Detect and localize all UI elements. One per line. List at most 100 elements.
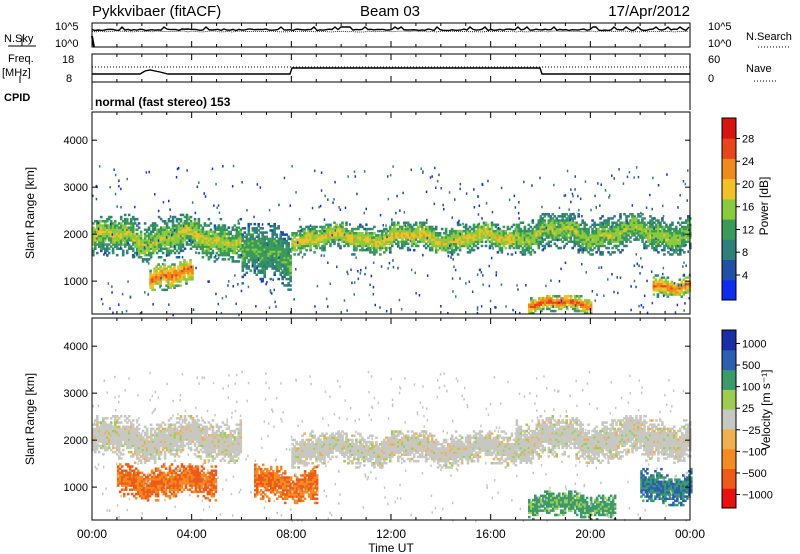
heatmap-cell: [605, 223, 608, 227]
heatmap-cell: [514, 206, 517, 209]
heatmap-cell: [159, 232, 163, 236]
heatmap-cell: [510, 242, 514, 246]
heatmap-cell: [123, 224, 127, 227]
heatmap-cell: [357, 270, 359, 273]
heatmap-cell: [527, 223, 531, 227]
heatmap-cell: [221, 245, 225, 248]
heatmap-cell: [217, 204, 220, 207]
heatmap-cell: [229, 245, 233, 248]
heatmap-cell: [269, 246, 272, 249]
heatmap-cell: [395, 236, 398, 239]
heatmap-cell: [329, 234, 332, 237]
heatmap-cell: [563, 223, 566, 227]
heatmap-cell: [320, 171, 323, 174]
heatmap-cell: [253, 260, 257, 264]
heatmap-cell: [104, 239, 107, 242]
heatmap-cell: [149, 269, 152, 273]
heatmap-cell: [683, 273, 685, 277]
heatmap-cell: [484, 229, 488, 233]
heatmap-cell: [515, 244, 519, 248]
heatmap-cell: [92, 249, 95, 253]
heatmap-cell: [355, 248, 358, 252]
heatmap-cell: [454, 198, 456, 201]
heatmap-cell: [281, 241, 284, 245]
heatmap-cell: [221, 251, 225, 255]
heatmap-cell: [557, 238, 560, 241]
heatmap-cell: [229, 241, 233, 244]
heatmap-cell: [647, 240, 650, 243]
heatmap-cell: [379, 240, 382, 243]
heatmap-cell: [197, 220, 201, 223]
heatmap-cell: [406, 246, 410, 250]
heatmap-cell: [207, 251, 211, 255]
heatmap-cell: [191, 222, 195, 225]
heatmap-cell: [215, 251, 219, 255]
heatmap-cell: [498, 240, 502, 243]
heatmap-cell: [666, 280, 670, 284]
heatmap-cell: [652, 176, 654, 180]
heatmap-cell: [279, 252, 282, 255]
heatmap-cell: [440, 238, 444, 241]
heatmap-cell: [195, 232, 199, 236]
heatmap-cell: [645, 236, 648, 239]
heatmap-cell: [502, 242, 506, 246]
heatmap-cell: [106, 226, 109, 229]
heatmap-cell: [541, 227, 545, 231]
heatmap-cell: [542, 307, 545, 311]
heatmap-cell: [107, 215, 111, 219]
heatmap-cell: [387, 236, 390, 239]
heatmap-cell: [575, 304, 577, 307]
heatmap-cell: [273, 231, 276, 234]
heatmap-cell: [273, 237, 276, 241]
heatmap-cell: [535, 227, 539, 231]
heatmap-cell: [273, 244, 276, 247]
heatmap-cell: [256, 183, 259, 186]
heatmap-cell: [468, 238, 472, 241]
heatmap-cell: [662, 204, 664, 208]
heatmap-cell: [581, 215, 583, 218]
heatmap-cell: [369, 236, 372, 239]
heatmap-cell: [448, 240, 452, 243]
heatmap-cell: [92, 230, 95, 234]
heatmap-cell: [559, 225, 562, 229]
heatmap-cell: [179, 249, 183, 253]
heatmap-cell: [567, 221, 570, 224]
heatmap-cell: [653, 238, 656, 241]
heatmap-cell: [542, 248, 545, 251]
heatmap-cell: [98, 226, 101, 229]
heatmap-cell: [143, 253, 147, 257]
heatmap-cell: [682, 265, 684, 268]
heatmap-cell: [553, 232, 557, 235]
heatmap-cell: [281, 244, 284, 247]
heatmap-cell: [165, 230, 169, 234]
heatmap-cell: [651, 244, 654, 248]
heatmap-cell: [597, 236, 600, 239]
heatmap-cell: [551, 223, 555, 227]
heatmap-cell: [197, 224, 201, 227]
heatmap-cell: [446, 234, 450, 237]
heatmap-cell: [173, 243, 177, 246]
heatmap-cell: [440, 248, 444, 252]
heatmap-cell: [307, 242, 310, 246]
heatmap-cell: [167, 230, 171, 234]
heatmap-cell: [253, 231, 257, 234]
heatmap-cell: [579, 238, 582, 241]
heatmap-cell: [414, 229, 418, 233]
heatmap-cell: [458, 242, 462, 246]
heatmap-cell: [161, 243, 165, 246]
heatmap-cell: [488, 244, 492, 248]
heatmap-cell: [155, 237, 159, 240]
heatmap-cell: [583, 223, 586, 227]
heatmap-cell: [277, 250, 280, 253]
heatmap-cell: [119, 228, 123, 231]
heatmap-cell: [201, 249, 205, 253]
heatmap-cell: [323, 244, 326, 248]
heatmap-cell: [151, 241, 155, 244]
heatmap-cell: [379, 213, 382, 217]
heatmap-cell: [343, 229, 346, 233]
heatmap-cell: [179, 284, 182, 287]
heatmap-cell: [339, 229, 342, 233]
heatmap-cell: [448, 229, 452, 233]
heatmap-cell: [357, 227, 360, 231]
heatmap-cell: [269, 241, 272, 245]
